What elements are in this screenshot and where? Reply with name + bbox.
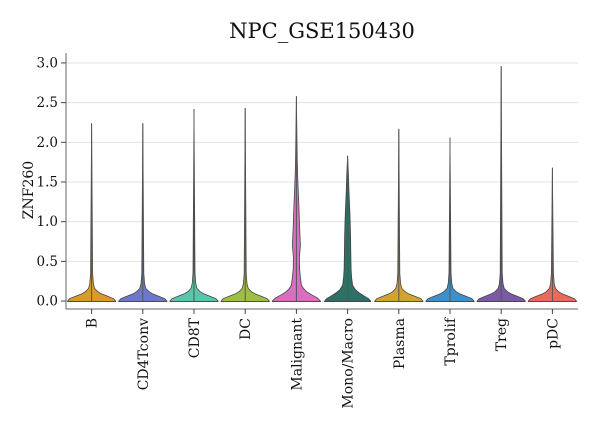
y-axis-label: ZNF260	[21, 161, 37, 219]
x-tick-label: B	[85, 318, 101, 328]
y-tick-label: 2.0	[37, 135, 58, 151]
x-tick-label: Plasma	[392, 318, 408, 369]
y-tick-label: 0.5	[37, 254, 58, 270]
axes: 0.0 0.5 1.0 1.5 2.0 2.5 3.0 B CD4Tconv CD8T DC Mali…	[37, 53, 578, 409]
x-tick-label: CD8T	[187, 317, 203, 358]
y-tick-label: 1.0	[37, 214, 58, 230]
chart-title: NPC_GSE150430	[229, 19, 415, 43]
x-tick-label: Tprolif	[443, 316, 459, 365]
y-tick-label: 0.0	[37, 294, 58, 310]
y-tick-label: 3.0	[37, 55, 58, 71]
y-tick-label: 1.5	[37, 175, 58, 191]
x-tick-label: Malignant	[289, 318, 305, 391]
x-tick-label: pDC	[545, 318, 561, 349]
violins	[67, 66, 577, 302]
x-tick-label: Mono/Macro	[341, 318, 357, 409]
x-tick-label: Treg	[494, 318, 510, 351]
x-tick-label: CD4Tconv	[136, 318, 152, 390]
y-tick-label: 2.5	[37, 95, 58, 111]
x-tick-label: DC	[238, 318, 254, 340]
gridlines	[66, 62, 578, 302]
